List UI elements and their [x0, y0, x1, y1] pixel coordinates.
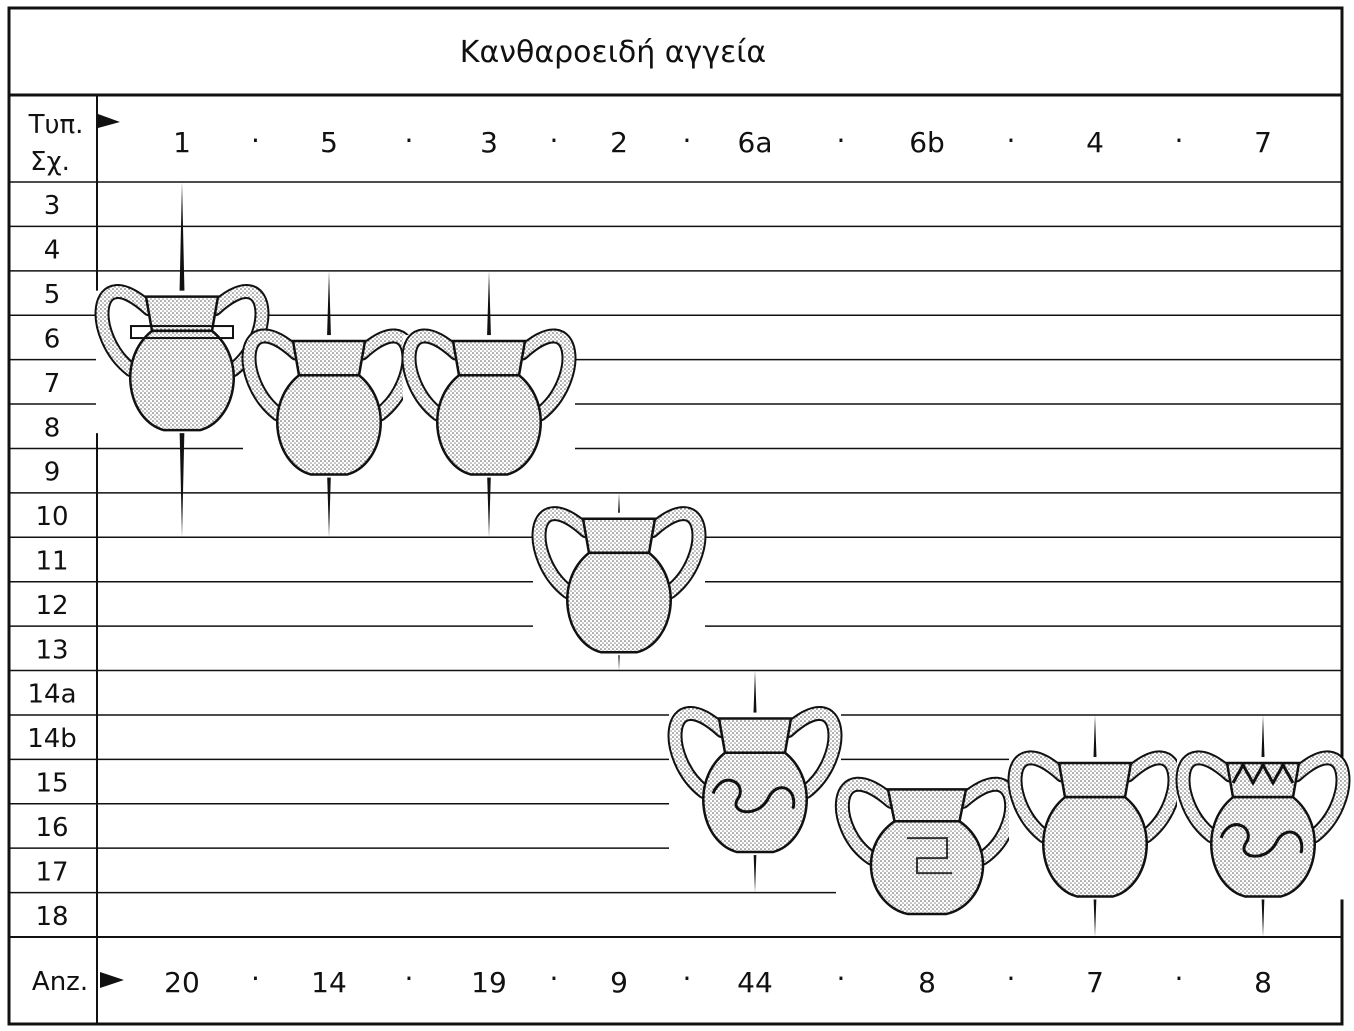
- decor-band: [130, 325, 234, 340]
- separator-dot: ·: [683, 962, 692, 995]
- decor-spiral: [1219, 823, 1304, 858]
- vessel-neck: [451, 339, 527, 377]
- handle-fill: [243, 330, 302, 420]
- vessel-body: [566, 551, 672, 654]
- vessel-neck: [1225, 761, 1301, 799]
- row-label: 18: [35, 902, 68, 932]
- separator-dot: ·: [837, 124, 846, 157]
- handle-fill: [1122, 752, 1181, 842]
- separator-dot: ·: [405, 124, 414, 157]
- type-label: 5: [320, 126, 338, 159]
- row-label: 13: [35, 635, 68, 665]
- vessel-body: [276, 374, 382, 476]
- count-value: 14: [311, 966, 347, 999]
- separator-dot: ·: [683, 124, 692, 157]
- row-label: 3: [44, 191, 61, 221]
- count-value: 44: [737, 966, 773, 999]
- outer-frame: [7, 6, 1344, 1026]
- decor-zigzag: [1231, 761, 1295, 787]
- header-arrow-icon: [98, 114, 120, 128]
- handle-fill: [836, 778, 897, 864]
- decor-spiral: [711, 778, 796, 814]
- count-label: Anz.: [32, 967, 88, 997]
- vessel-type-3: [401, 270, 577, 538]
- separator-dot: ·: [251, 962, 260, 995]
- handle-fill: [403, 330, 462, 420]
- handle-fill: [1290, 752, 1349, 842]
- count-value: 19: [471, 966, 507, 999]
- vessel-type-4: [1007, 714, 1183, 937]
- type-label: 3: [480, 126, 498, 159]
- handle-fill: [646, 508, 705, 598]
- vessel-type-2: [531, 492, 707, 671]
- row-label: 6: [44, 324, 61, 354]
- vessel-body: [129, 329, 235, 432]
- row-label: 4: [44, 236, 61, 266]
- separator-dot: ·: [251, 124, 260, 157]
- decor-meander: [907, 837, 952, 875]
- vessel-neck: [1057, 761, 1133, 799]
- handle-fill: [96, 286, 155, 376]
- count-value: 9: [610, 966, 628, 999]
- vessel-body: [869, 820, 985, 916]
- vessel-body: [1042, 795, 1148, 898]
- handle-fill: [669, 708, 728, 798]
- row-label: 16: [35, 813, 68, 843]
- type-label: 7: [1254, 126, 1272, 159]
- vessel-body: [1210, 795, 1316, 898]
- row-label: 9: [44, 458, 61, 488]
- separator-dot: ·: [1175, 124, 1184, 157]
- shape-label: Σχ.: [30, 147, 70, 177]
- row-label: 12: [35, 591, 68, 621]
- type-label: 1: [173, 126, 191, 159]
- row-label: 11: [35, 547, 68, 577]
- handle-fill: [516, 330, 575, 420]
- vessel-neck: [291, 339, 367, 377]
- type-label: 2: [610, 126, 628, 159]
- handle-fill: [782, 708, 841, 798]
- count-value: 8: [1254, 966, 1272, 999]
- separator-dot: ·: [405, 962, 414, 995]
- row-label: 17: [35, 857, 68, 887]
- vessel-type-5: [241, 270, 417, 538]
- count-value: 7: [1086, 966, 1104, 999]
- vessel-type-7: [1175, 714, 1351, 937]
- row-label: 14a: [27, 680, 76, 710]
- row-label: 8: [44, 413, 61, 443]
- type-label: 6a: [738, 126, 773, 159]
- count-value: 8: [918, 966, 936, 999]
- row-label: 5: [44, 280, 61, 310]
- vessel-body: [702, 751, 808, 854]
- vessel-neck: [581, 517, 657, 555]
- vessel-body: [436, 374, 542, 476]
- handle-fill: [1009, 752, 1068, 842]
- row-label: 14b: [27, 724, 77, 754]
- type-label: Τυπ.: [28, 110, 84, 140]
- vessel-neck: [717, 717, 793, 755]
- handle-fill: [533, 508, 592, 598]
- vessel-type-6b: [834, 776, 1020, 917]
- separator-dot: ·: [550, 962, 559, 995]
- type-label: 6b: [909, 126, 945, 159]
- separator-dot: ·: [837, 962, 846, 995]
- diagram-title: Κανθαροειδή αγγεία: [460, 35, 766, 70]
- row-label: 7: [44, 369, 61, 399]
- separator-dot: ·: [1007, 962, 1016, 995]
- count-value: 20: [164, 966, 200, 999]
- row-label: 10: [35, 502, 68, 532]
- separator-dot: ·: [1007, 124, 1016, 157]
- row-label: 15: [35, 769, 68, 799]
- type-label: 4: [1086, 126, 1104, 159]
- vessel-neck: [886, 788, 968, 823]
- separator-dot: ·: [1175, 962, 1184, 995]
- separator-dot: ·: [550, 124, 559, 157]
- vessel-type-6a: [667, 670, 843, 893]
- count-arrow-icon: [100, 972, 124, 988]
- handle-fill: [1177, 752, 1236, 842]
